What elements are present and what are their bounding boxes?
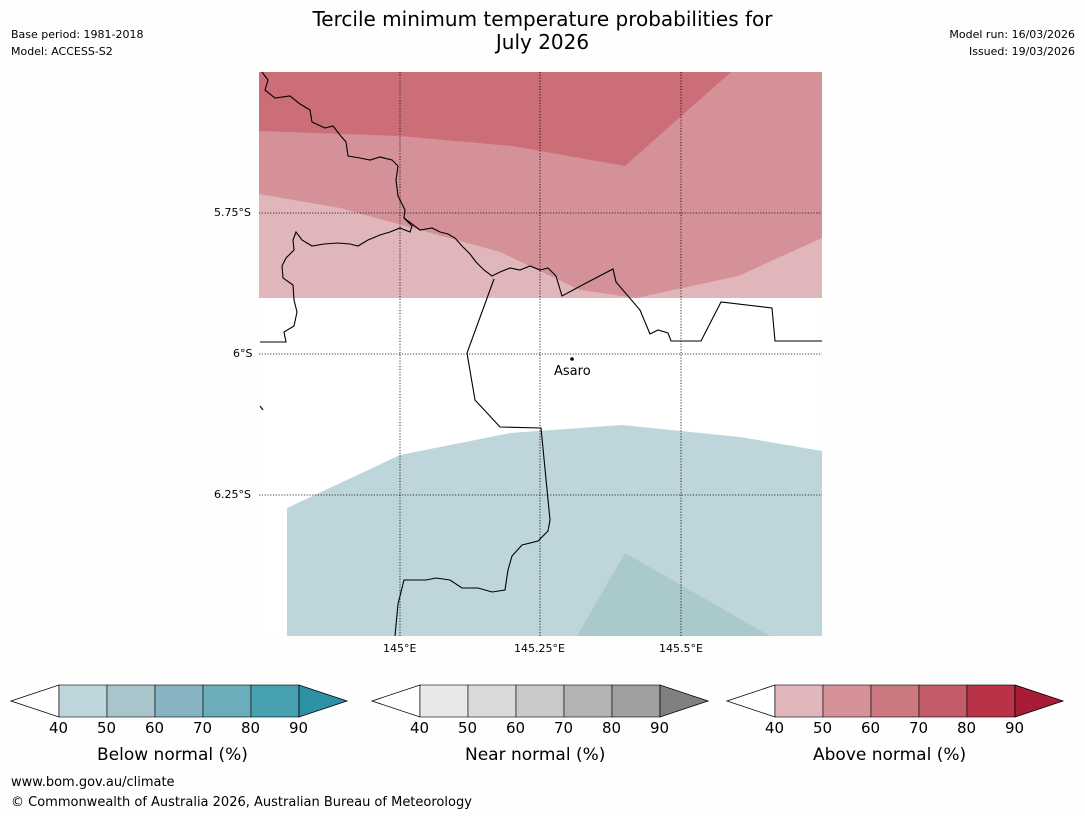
near-tick-70: 70 <box>554 719 574 737</box>
footer-url: www.bom.gov.au/climate <box>11 775 175 790</box>
near-swatch-40 <box>419 684 469 718</box>
colorbar-near <box>370 684 710 718</box>
lat-label-6-25s: 6.25°S <box>214 488 251 501</box>
title-line-1: Tercile minimum temperature probabilitie… <box>312 7 773 31</box>
above-swatch-80 <box>966 684 1016 718</box>
colorbar-below <box>9 684 349 718</box>
below-over-arrow <box>298 684 349 718</box>
near-tick-60: 60 <box>506 719 526 737</box>
issued-date: Issued: 19/03/2026 <box>968 45 1075 58</box>
meta-left: Base period: 1981-2018 Model: ACCESS-S2 <box>11 26 143 60</box>
below-swatch-80 <box>250 684 300 718</box>
near-swatch-50 <box>467 684 517 718</box>
colorbars <box>9 684 1065 718</box>
below-tick-90: 90 <box>289 719 309 737</box>
footer-copyright: © Commonwealth of Australia 2026, Austra… <box>11 795 472 810</box>
above-tick-60: 60 <box>861 719 881 737</box>
below-swatch-70 <box>202 684 252 718</box>
below-swatch-50 <box>106 684 156 718</box>
near-swatch-70 <box>563 684 613 718</box>
near-tick-80: 80 <box>602 719 622 737</box>
below-tick-60: 60 <box>145 719 165 737</box>
above-under-arrow <box>725 684 776 718</box>
below-swatch-40 <box>58 684 108 718</box>
above-tick-80: 80 <box>957 719 977 737</box>
near-tick-50: 50 <box>458 719 478 737</box>
title-line-2: July 2026 <box>495 30 590 54</box>
below-swatch-60 <box>154 684 204 718</box>
colorbar-title-below: Below normal (%) <box>97 745 248 765</box>
above-swatch-60 <box>870 684 920 718</box>
model-run: Model run: 16/03/2026 <box>949 28 1075 41</box>
boundary-east-north <box>403 217 822 342</box>
lat-label-6s: 6°S <box>233 347 253 360</box>
near-tick-40: 40 <box>410 719 430 737</box>
lon-label-145e: 145°E <box>383 642 417 655</box>
boundary-north <box>260 71 413 343</box>
above-tick-40: 40 <box>765 719 785 737</box>
above-swatch-40 <box>774 684 824 718</box>
colorbar-above <box>725 684 1065 718</box>
asaro-marker <box>570 357 574 361</box>
above-tick-70: 70 <box>909 719 929 737</box>
model-name: Model: ACCESS-S2 <box>11 45 113 58</box>
meta-right: Model run: 16/03/2026 Issued: 19/03/2026 <box>949 26 1075 60</box>
below-normal-40-region <box>287 425 822 636</box>
above-swatch-70 <box>918 684 968 718</box>
above-over-arrow <box>1014 684 1065 718</box>
below-normal-50-region <box>577 553 770 636</box>
below-tick-80: 80 <box>241 719 261 737</box>
above-normal-60-region <box>259 72 731 166</box>
above-swatch-50 <box>822 684 872 718</box>
below-tick-70: 70 <box>193 719 213 737</box>
map-panel <box>259 71 822 637</box>
below-under-arrow <box>9 684 60 718</box>
below-tick-40: 40 <box>49 719 69 737</box>
lon-label-145-5e: 145.5°E <box>659 642 703 655</box>
colorbar-title-near: Near normal (%) <box>465 745 606 765</box>
above-tick-90: 90 <box>1005 719 1025 737</box>
near-tick-90: 90 <box>650 719 670 737</box>
above-tick-50: 50 <box>813 719 833 737</box>
map-title: Tercile minimum temperature probabilitie… <box>0 8 1085 54</box>
near-under-arrow <box>370 684 421 718</box>
lon-label-145-25e: 145.25°E <box>514 642 565 655</box>
place-label-asaro: Asaro <box>554 364 591 379</box>
boundary-west-fragment <box>259 405 264 411</box>
below-tick-50: 50 <box>97 719 117 737</box>
near-swatch-80 <box>611 684 661 718</box>
boundary-central <box>394 278 551 637</box>
lat-label-5-75s: 5.75°S <box>214 206 251 219</box>
boundary-lines <box>259 71 822 637</box>
near-swatch-60 <box>515 684 565 718</box>
colorbar-title-above: Above normal (%) <box>813 745 967 765</box>
near-over-arrow <box>659 684 710 718</box>
base-period: Base period: 1981-2018 <box>11 28 144 41</box>
